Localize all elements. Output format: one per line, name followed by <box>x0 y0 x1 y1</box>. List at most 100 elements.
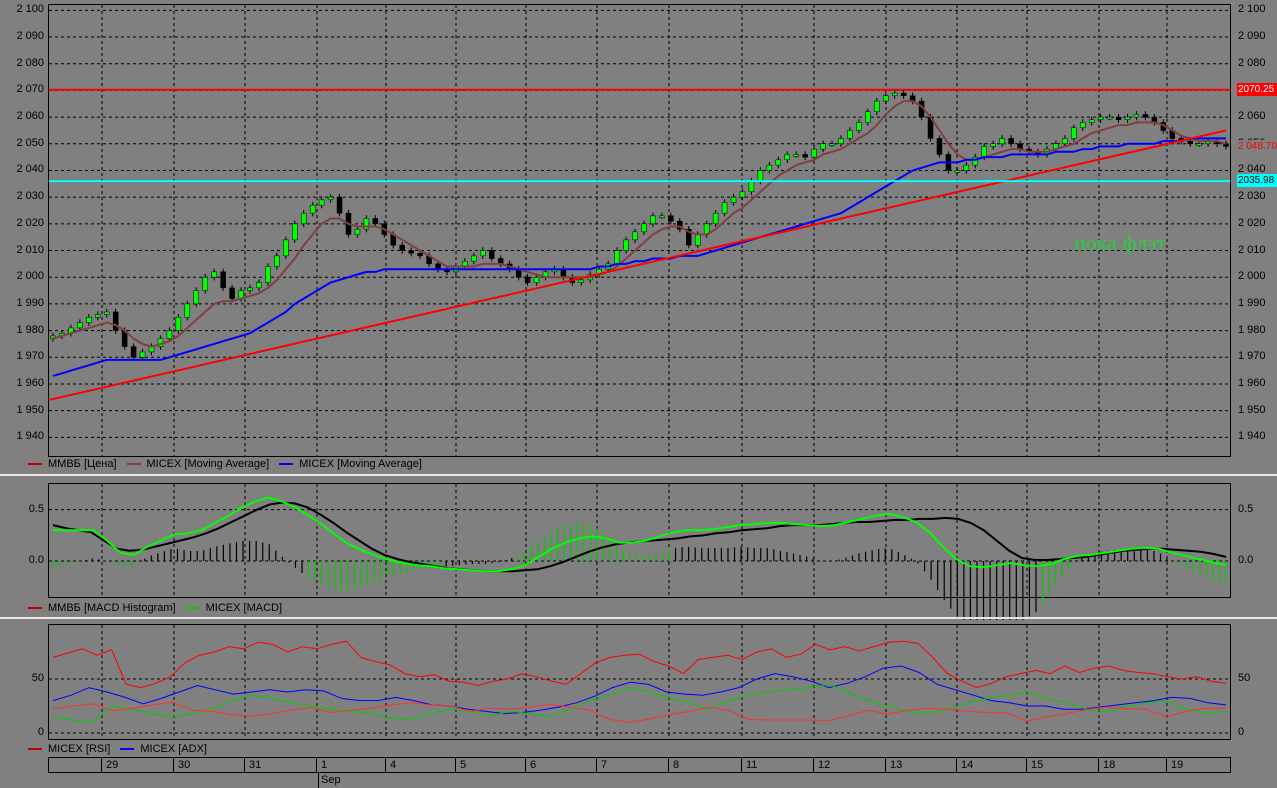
price-panel: пока флэт 2 100 2 090 2 080 2 070 2 060 2 050… <box>16 3 1277 470</box>
axis-tick-label: 2 010 <box>1238 243 1266 256</box>
candle <box>184 303 191 318</box>
candle <box>990 143 996 147</box>
candle <box>130 346 137 358</box>
candle <box>793 154 799 157</box>
candle <box>524 276 531 283</box>
price-tag: 2035.98 <box>1237 174 1277 188</box>
legend-label: MICEX [RSI] <box>48 743 111 755</box>
candle <box>766 164 773 171</box>
candle <box>632 231 638 241</box>
candle <box>1124 116 1131 121</box>
candle <box>139 351 146 358</box>
panel-splitter[interactable] <box>0 617 1277 619</box>
axis-tick-label: 2 080 <box>16 56 44 69</box>
axis-tick-label: 2 040 <box>16 163 44 176</box>
legend-swatch <box>185 607 200 609</box>
di-line <box>52 701 1226 723</box>
axis-tick-label: 50 <box>1238 672 1251 684</box>
price-legend: ММВБ [Цена] MICEX [Moving Average] MICEX… <box>18 458 422 470</box>
legend-label: MICEX [ADX] <box>140 743 207 755</box>
candle <box>811 148 817 158</box>
axis-tick-label: 1 960 <box>16 376 44 389</box>
date-axis-day: 11 <box>741 757 813 773</box>
price-chart: пока флэт <box>48 5 1230 456</box>
candle <box>372 218 379 225</box>
candle <box>981 146 987 158</box>
date-axis-day: 1 <box>316 757 385 773</box>
axis-tick-label: 50 <box>31 672 44 684</box>
candle <box>784 154 790 161</box>
candle <box>309 204 316 214</box>
axis-tick-label: 2 000 <box>1238 270 1266 283</box>
candle <box>668 215 674 222</box>
candle <box>829 143 835 147</box>
candle <box>318 199 325 206</box>
date-axis-day: 14 <box>956 757 1026 773</box>
month-label: Sep <box>318 773 341 788</box>
candle <box>641 223 647 233</box>
axis-tick-label: 1 940 <box>1238 430 1266 443</box>
date-axis[interactable]: Sep 29 30 31 1 4 5 6 7 8 11 12 13 14 15 18 19 <box>48 757 1231 788</box>
macd-plot-area[interactable] <box>48 483 1231 629</box>
candle <box>95 314 101 318</box>
price-tag: 2070.25 <box>1237 82 1277 96</box>
candle <box>399 244 405 251</box>
candle <box>363 218 370 230</box>
candle <box>211 271 217 278</box>
candle <box>408 250 414 254</box>
rsi-line <box>52 640 1227 689</box>
axis-tick-label: 2 010 <box>16 243 44 256</box>
panel-splitter[interactable] <box>0 474 1277 476</box>
candle <box>292 223 298 241</box>
candle <box>489 250 495 259</box>
axis-tick-label: 2 070 <box>16 83 44 96</box>
candle <box>685 228 692 246</box>
candle <box>471 255 477 262</box>
candle <box>193 290 200 305</box>
candle <box>694 234 701 246</box>
axis-tick-label: 2 080 <box>1238 56 1266 69</box>
macd-legend: ММВБ [MACD Histogram] MICEX [MACD] <box>18 602 282 614</box>
candle <box>202 276 208 291</box>
date-axis-day: 12 <box>813 757 885 773</box>
axis-tick-label: 2 000 <box>16 270 44 283</box>
date-axis-day: 30 <box>173 757 244 773</box>
axis-tick-label: 0 <box>37 726 44 738</box>
date-axis-day: 5 <box>455 757 525 773</box>
candle <box>354 228 361 235</box>
axis-tick-label: 2 060 <box>1238 110 1266 123</box>
axis-tick-label: 1 990 <box>1238 296 1266 309</box>
candle <box>1115 116 1122 121</box>
date-axis-day: 4 <box>385 757 455 773</box>
price-plot-area[interactable]: пока флэт <box>48 4 1231 457</box>
rsi-plot-area[interactable] <box>48 624 1231 740</box>
candle <box>300 212 307 225</box>
candle <box>112 311 119 331</box>
candle <box>417 252 423 257</box>
moving-average-line <box>52 100 1227 348</box>
axis-tick-label: 1 960 <box>1238 376 1266 389</box>
di-line <box>52 683 1227 723</box>
date-axis-day: 18 <box>1098 757 1166 773</box>
candle <box>820 143 826 150</box>
candle <box>802 154 808 158</box>
adx-line <box>52 665 1227 715</box>
candle <box>175 316 182 331</box>
axis-tick-label: 1 980 <box>1238 323 1266 336</box>
date-axis-day: 7 <box>596 757 668 773</box>
axis-tick-label: 0.0 <box>28 554 44 567</box>
candle <box>166 330 173 339</box>
candle <box>999 138 1005 145</box>
candle <box>327 196 334 201</box>
date-axis-day: 15 <box>1026 757 1098 773</box>
axis-tick-label: 1 940 <box>16 430 44 443</box>
candle <box>560 268 567 278</box>
axis-tick-label: 0.5 <box>28 502 44 515</box>
axis-tick-label: 0.5 <box>1238 502 1254 515</box>
candle <box>578 279 585 283</box>
date-axis-day: 19 <box>1166 757 1229 773</box>
candle <box>256 282 262 289</box>
candle <box>659 215 665 219</box>
axis-tick-label: 2 050 <box>16 136 44 149</box>
candle <box>775 159 782 166</box>
